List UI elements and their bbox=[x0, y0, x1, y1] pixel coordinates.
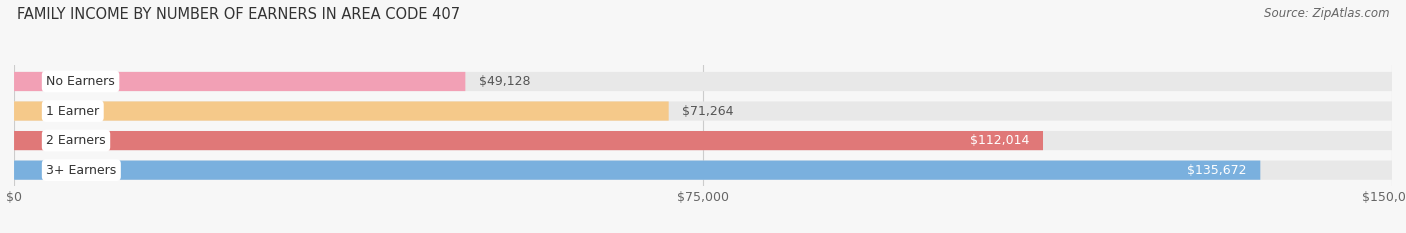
Text: 1 Earner: 1 Earner bbox=[46, 105, 100, 117]
FancyBboxPatch shape bbox=[14, 101, 1392, 121]
FancyBboxPatch shape bbox=[14, 101, 669, 121]
Text: Source: ZipAtlas.com: Source: ZipAtlas.com bbox=[1264, 7, 1389, 20]
Text: $49,128: $49,128 bbox=[479, 75, 530, 88]
FancyBboxPatch shape bbox=[14, 131, 1392, 150]
FancyBboxPatch shape bbox=[14, 72, 1392, 91]
Text: No Earners: No Earners bbox=[46, 75, 115, 88]
FancyBboxPatch shape bbox=[14, 131, 1043, 150]
Text: $135,672: $135,672 bbox=[1187, 164, 1247, 177]
Text: 2 Earners: 2 Earners bbox=[46, 134, 105, 147]
FancyBboxPatch shape bbox=[14, 161, 1392, 180]
Text: $71,264: $71,264 bbox=[682, 105, 734, 117]
FancyBboxPatch shape bbox=[14, 72, 465, 91]
FancyBboxPatch shape bbox=[14, 161, 1260, 180]
Text: 3+ Earners: 3+ Earners bbox=[46, 164, 117, 177]
Text: FAMILY INCOME BY NUMBER OF EARNERS IN AREA CODE 407: FAMILY INCOME BY NUMBER OF EARNERS IN AR… bbox=[17, 7, 460, 22]
Text: $112,014: $112,014 bbox=[970, 134, 1029, 147]
